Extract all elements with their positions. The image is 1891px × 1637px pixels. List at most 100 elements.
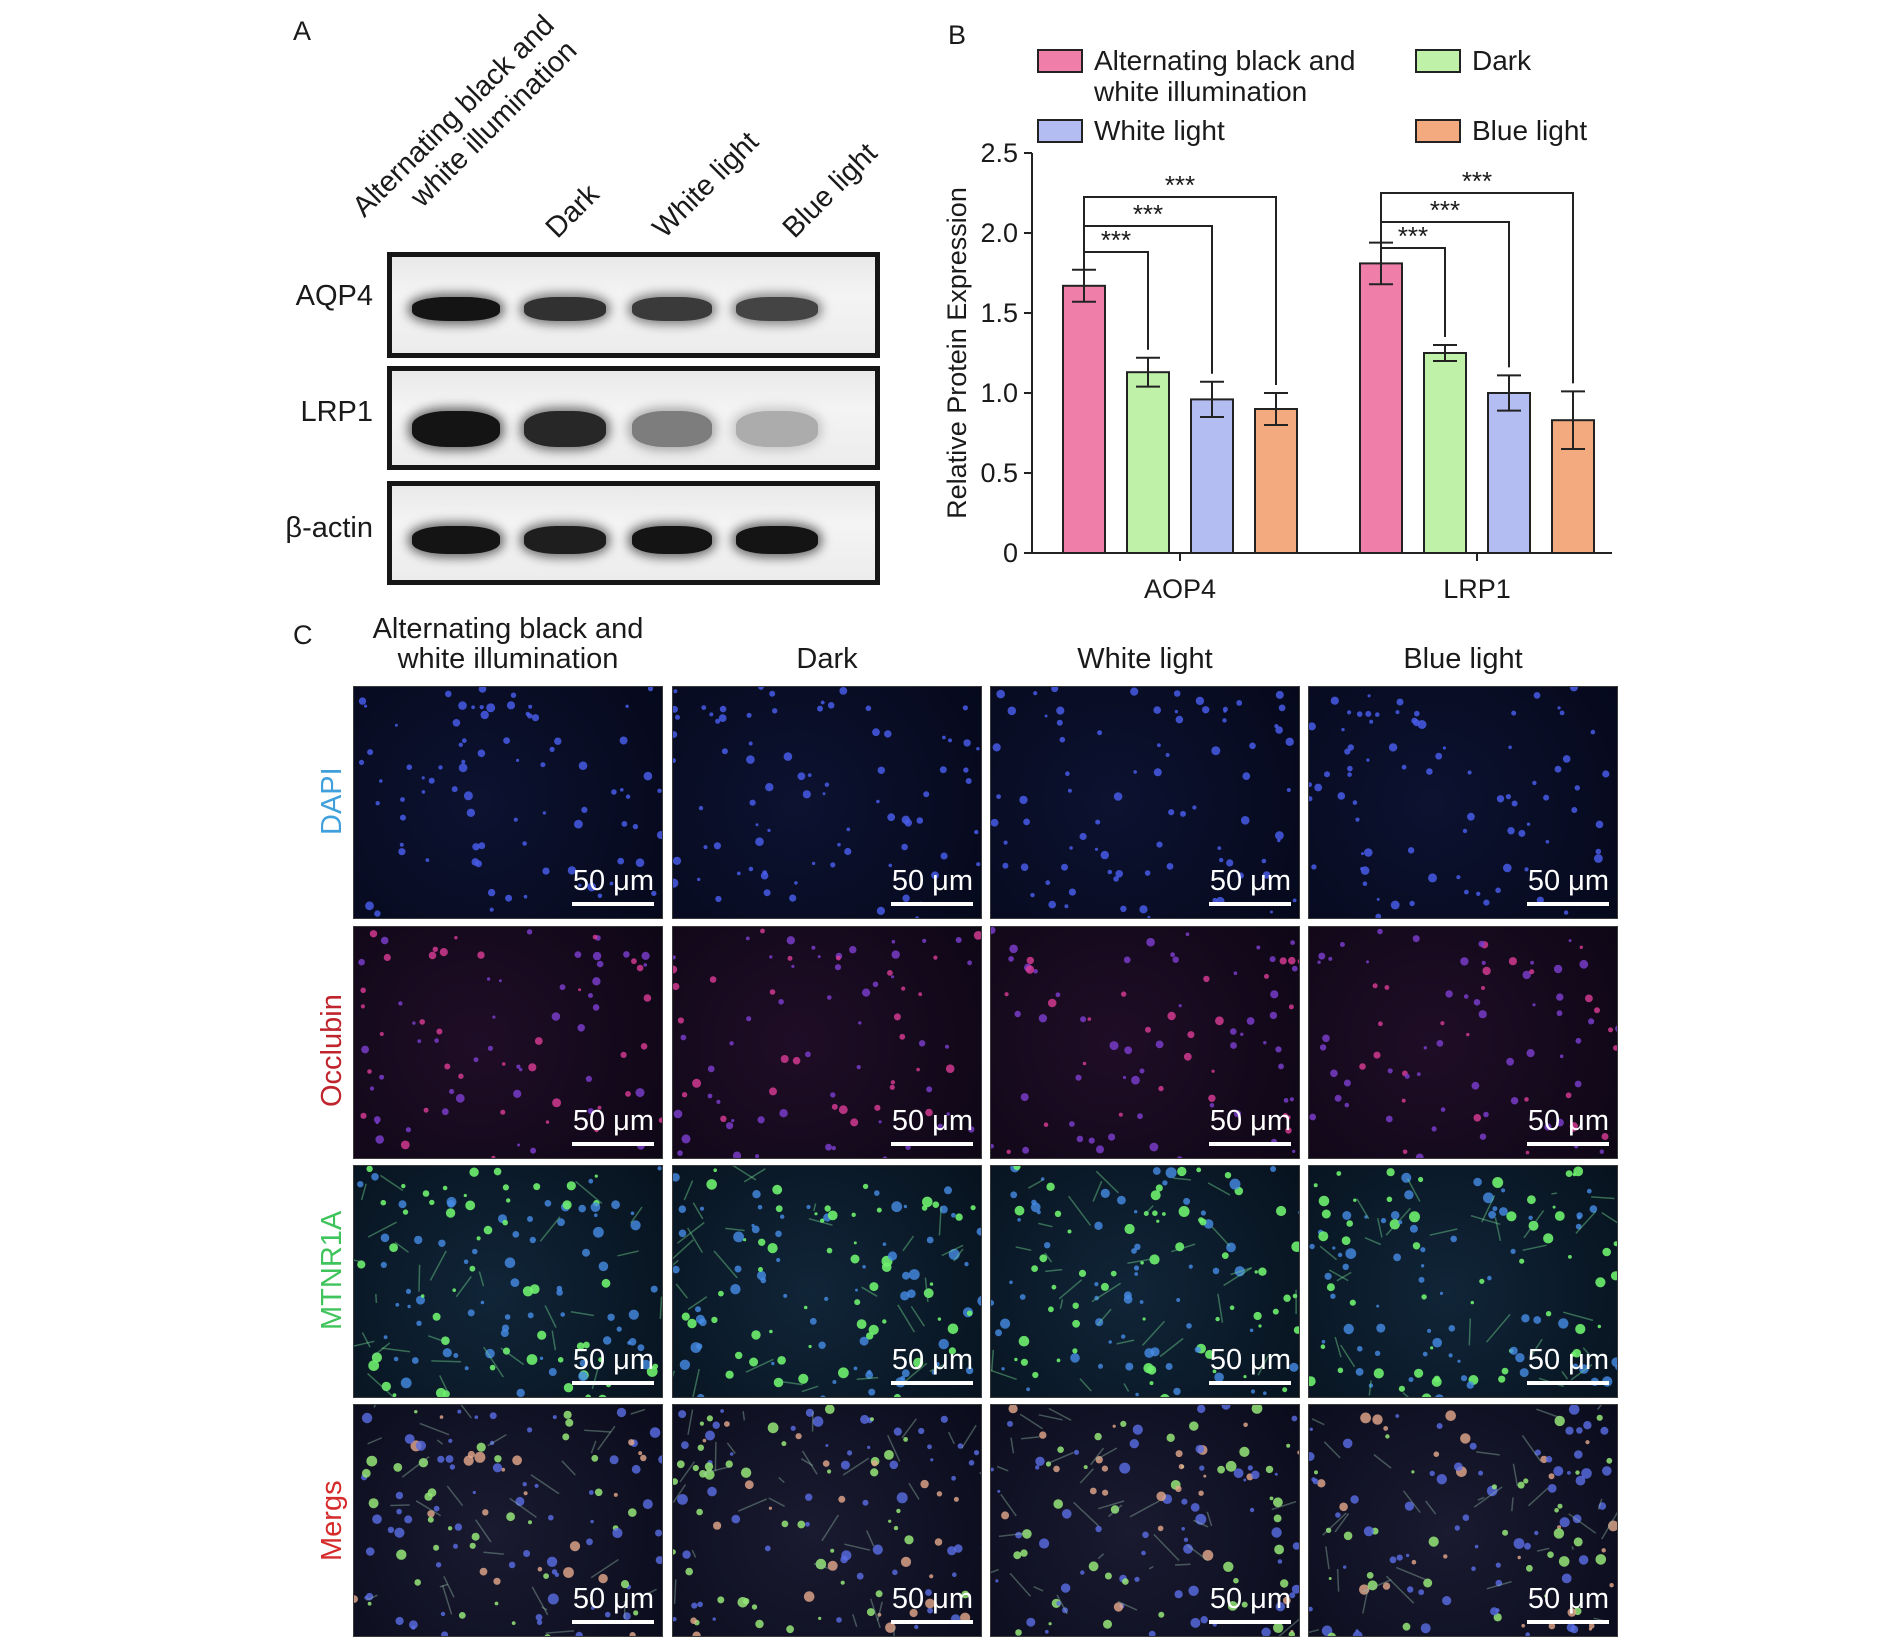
cell-dot [1479,1279,1484,1284]
cell-dot [1360,1413,1371,1424]
cell-dot [1432,1338,1442,1348]
cell-dot [480,1568,488,1576]
cell-process [1097,1309,1111,1325]
cell-dot [942,736,946,740]
bar [1063,286,1105,553]
cell-dot [1507,827,1514,834]
cell-dot [862,989,870,997]
legend-swatch [1038,120,1082,142]
cell-dot [1574,1537,1583,1546]
cell-dot [1309,796,1313,801]
cell-dot [1007,1150,1011,1154]
bar [1127,372,1169,553]
cell-dot [1526,1565,1533,1572]
y-axis-label: Relative Protein Expression [942,187,972,519]
cell-dot [758,1239,765,1246]
cell-dot [966,778,972,784]
cell-dot [923,791,929,797]
cell-dot [884,1450,894,1460]
cell-dot [837,843,841,847]
cell-dot [901,1557,911,1567]
cell-dot [424,1108,429,1113]
cell-dot [368,1602,372,1606]
cell-dot [839,687,847,695]
cell-dot [1524,1543,1531,1550]
cell-dot [941,1416,948,1423]
cell-dot [673,1617,677,1621]
cell-dot [369,1498,379,1508]
cell-dot [1134,1210,1137,1213]
cell-dot [714,842,721,849]
cell-dot [464,1194,467,1197]
cell-dot [681,1441,689,1449]
cell-dot [643,963,647,967]
cell-dot [1518,1556,1521,1559]
cell-dot [543,1573,549,1579]
cell-dot [1391,901,1400,910]
cell-dot [1483,1112,1489,1118]
cell-dot [1511,1249,1516,1254]
cell-process [631,1410,645,1415]
cell-dot [449,1089,454,1094]
cell-dot [798,772,806,780]
scale-bar-label: 50 μm [573,1583,654,1616]
cell-dot [1254,1312,1262,1320]
cell-dot [361,1004,365,1008]
cell-dot [758,687,764,690]
cell-dot [1588,1018,1594,1024]
cell-dot [1251,1389,1255,1393]
cell-dot [1558,1504,1563,1509]
cell-dot [705,1431,715,1441]
cell-dot [542,868,549,875]
cell-dot [1289,1004,1294,1009]
cell-process [531,1475,559,1494]
cell-dot [1147,916,1150,919]
cell-dot [470,1266,476,1272]
cell-dot [522,841,527,846]
cell-dot [1355,818,1359,822]
cell-dot [1162,1180,1167,1185]
cell-dot [1528,1216,1532,1220]
cell-dot [1309,1452,1315,1461]
cell-dot [706,1179,717,1190]
cell-process [430,1251,446,1281]
cell-dot [1149,1254,1159,1264]
cell-dot [490,1412,497,1419]
cell-dot [1110,1041,1119,1050]
cell-dot [1114,792,1123,801]
cell-dot [1243,1479,1246,1482]
cell-dot [720,706,727,713]
cell-dot [769,691,775,697]
cell-dot [1048,999,1057,1008]
cell-dot [760,929,765,934]
cell-dot [1068,1230,1072,1234]
cell-dot [1287,788,1291,792]
cell-dot [797,1521,805,1529]
cell-process [1563,1312,1593,1320]
cell-dot [874,1105,880,1111]
cell-dot [1311,864,1316,869]
cell-process [431,1361,461,1362]
cell-dot [527,1427,532,1432]
cell-dot [755,1620,763,1628]
cell-dot [924,1288,934,1298]
cell-dot [675,715,680,720]
cell-dot [818,1617,821,1620]
cell-process [949,1432,955,1444]
cell-dot [581,807,587,813]
cell-process [997,1467,1008,1471]
cell-dot [730,1284,740,1294]
cell-dot [1094,1222,1102,1230]
cell-dot [1009,945,1018,954]
cell-dot [1437,1040,1444,1047]
cell-dot [1614,1241,1618,1246]
cell-dot [474,1057,479,1062]
cell-dot [1467,813,1475,821]
cell-dot [1145,1027,1151,1033]
cell-dot [1121,1334,1125,1338]
cell-dot [503,737,510,744]
cell-dot [1364,848,1373,857]
cell-dot [505,1314,511,1320]
cell-dot [830,862,835,867]
cell-dot [971,1205,976,1210]
